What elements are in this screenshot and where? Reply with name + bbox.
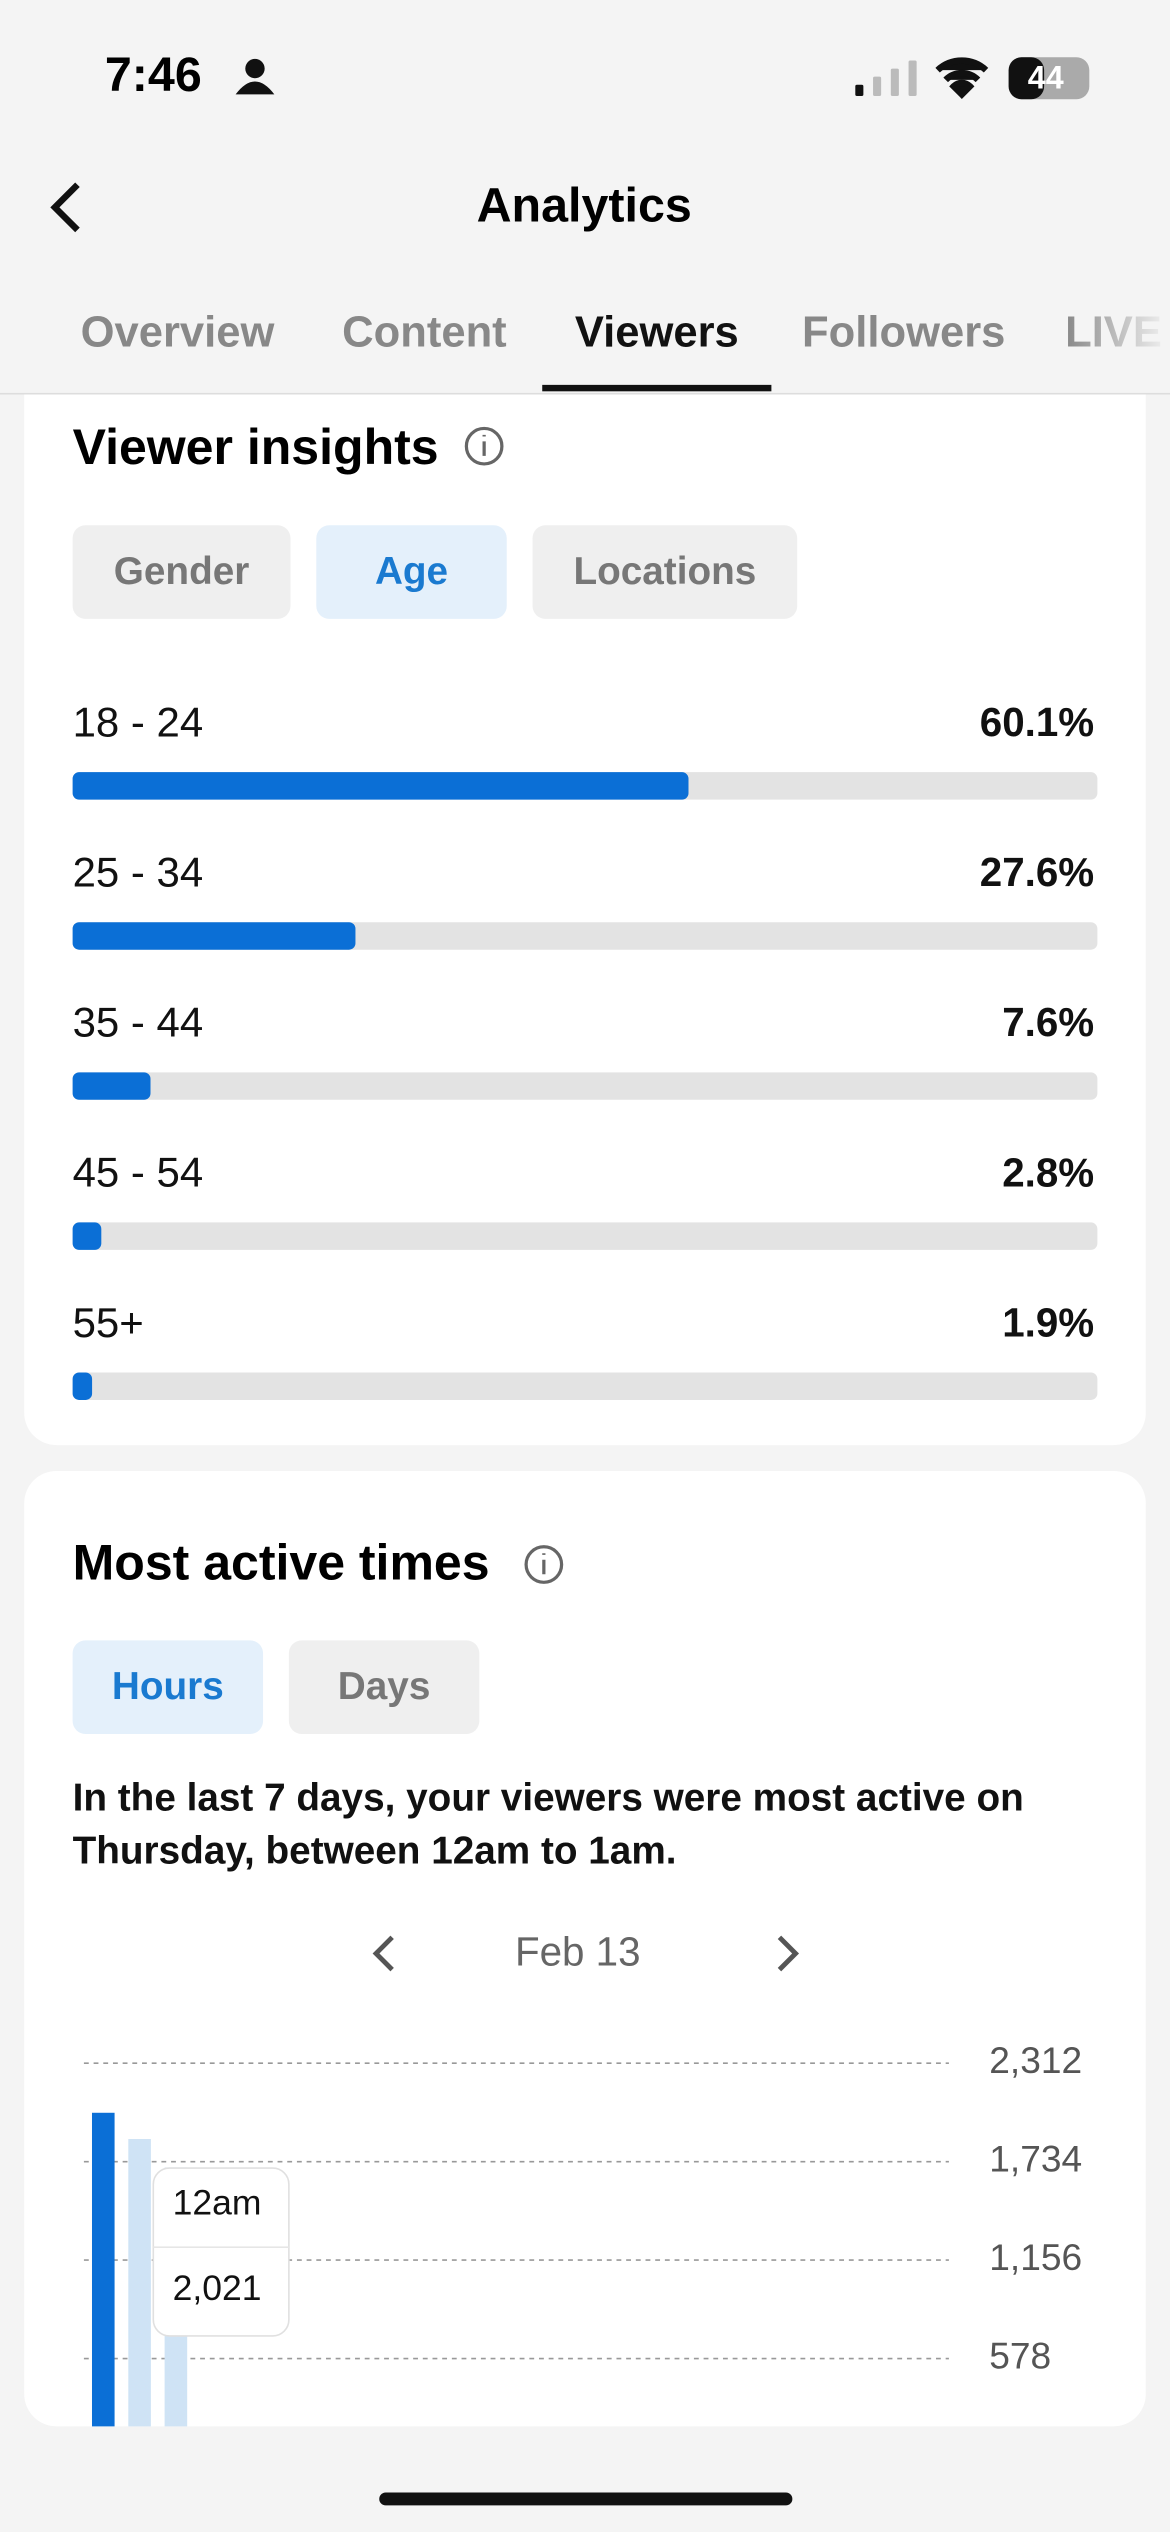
bar — [91, 2112, 115, 2427]
divider — [0, 392, 1170, 395]
value-label: 7.6% — [1002, 999, 1094, 1045]
age-label: 35 - 44 — [73, 999, 204, 1046]
bar — [72, 1072, 151, 1100]
track — [72, 1222, 1098, 1250]
summary: Thursday, between 12am to 1am. — [73, 1830, 677, 1873]
age-chart: 18 - 24 60.1% 25 - 34 27.6% 35 - 44 7.6% 45 - … — [72, 698, 1098, 1400]
wifi-icon — [935, 57, 989, 99]
filter-label: Hours — [112, 1665, 224, 1708]
next-date[interactable] — [777, 1935, 800, 1972]
date: Feb 13 — [515, 1929, 641, 1975]
prev-date[interactable] — [372, 1935, 394, 1972]
age-label: 45 - 54 — [73, 1149, 204, 1196]
tabs: OverviewContentViewersFollowersLIVE — [81, 308, 1162, 356]
tab[interactable]: Overview — [81, 308, 275, 356]
tab[interactable]: Viewers — [575, 308, 739, 356]
bar — [128, 2139, 151, 2427]
age-label: 55+ — [73, 1299, 144, 1346]
info-icon[interactable] — [464, 426, 504, 466]
y-tick-label: 1,156 — [989, 2236, 1082, 2278]
age-label: 25 - 34 — [73, 849, 204, 896]
value-label: 1.9% — [1002, 1299, 1094, 1345]
filter-label: Gender — [114, 550, 250, 593]
filter-label: Locations — [573, 550, 756, 593]
value-label: 27.6% — [980, 849, 1094, 895]
info-icon[interactable] — [524, 1545, 564, 1584]
bar — [72, 922, 356, 950]
value-label: 2.8% — [1002, 1149, 1094, 1195]
filter-chip[interactable] — [288, 1640, 480, 1734]
value-label: 60.1% — [980, 699, 1094, 745]
tooltip — [152, 2167, 290, 2337]
track — [72, 1072, 1098, 1100]
tab-fade — [1065, 271, 1170, 393]
page-title: Analytics — [477, 179, 692, 233]
filter-chip[interactable] — [316, 525, 507, 619]
age-label: 18 - 24 — [73, 698, 204, 745]
y-tick-label: 578 — [989, 2334, 1051, 2376]
filter-label: Days — [338, 1665, 431, 1708]
track — [72, 1372, 1098, 1400]
tab[interactable]: Content — [342, 308, 507, 356]
tab-underline — [542, 384, 772, 392]
y-tick-label: 2,312 — [989, 2039, 1082, 2081]
bar — [72, 772, 689, 800]
person-icon — [235, 58, 275, 95]
bar — [72, 1222, 102, 1250]
filter-chip[interactable] — [532, 525, 798, 619]
tooltip-value: 2,021 — [173, 2268, 262, 2308]
filter-label: Age — [375, 550, 448, 593]
section-title: Viewer insights — [73, 419, 439, 475]
time: 7:46 — [105, 48, 202, 102]
signal-icon — [855, 60, 917, 96]
summary: In the last 7 days, your viewers were mo… — [73, 1776, 1024, 1819]
bar — [72, 1372, 93, 1400]
hours-chart: 578 1,156 1,734 2,312 12am 2,021 — [83, 2039, 1082, 2427]
home-indicator — [379, 2492, 793, 2506]
filter-chip[interactable] — [72, 525, 291, 619]
viewer-card — [24, 394, 1146, 1446]
filter-chip[interactable] — [72, 1640, 264, 1734]
section-title: Most active times — [73, 1534, 490, 1590]
back-button[interactable] — [50, 182, 80, 233]
battery-text: 44 — [1028, 59, 1064, 95]
battery-level — [1008, 57, 1045, 100]
y-tick-label: 1,734 — [989, 2137, 1082, 2179]
filters: Gender Age Locations — [72, 525, 798, 619]
tab[interactable]: Followers — [802, 308, 1005, 356]
filters: Hours Days — [72, 1640, 480, 1734]
tooltip-category: 12am — [173, 2183, 262, 2223]
